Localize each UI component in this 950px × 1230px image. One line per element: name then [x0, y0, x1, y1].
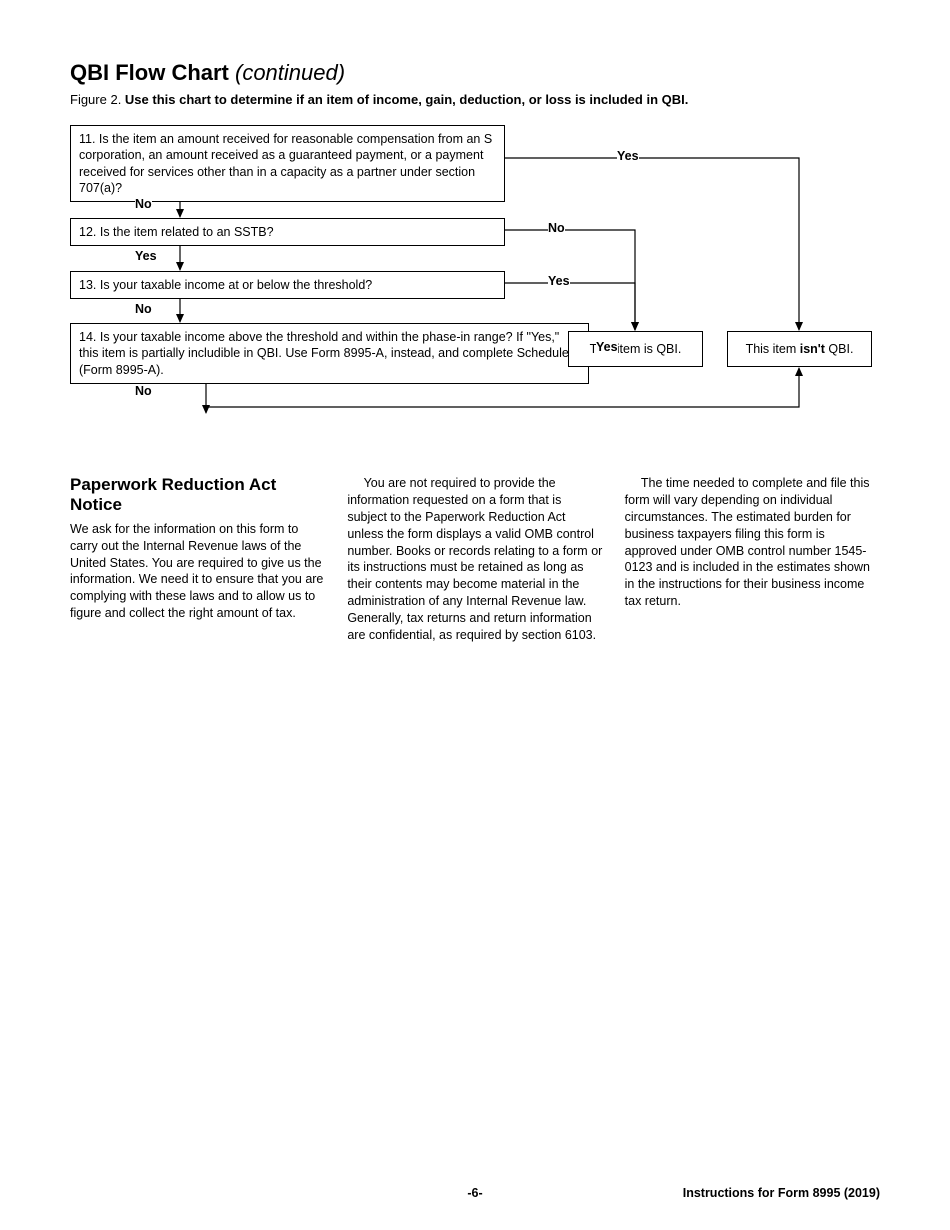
result-not-pre: This item [746, 342, 800, 356]
label-no-12: No [548, 221, 565, 235]
page-title: QBI Flow Chart (continued) [70, 60, 880, 86]
notice-section: Paperwork Reduction Act Notice We ask fo… [70, 475, 880, 644]
flowchart-box-14: 14. Is your taxable income above the thr… [70, 323, 589, 384]
page-number: -6- [467, 1186, 482, 1200]
notice-heading: Paperwork Reduction Act Notice [70, 475, 325, 516]
notice-paragraph-2: You are not required to provide the info… [347, 475, 602, 644]
figure-caption: Figure 2. Use this chart to determine if… [70, 92, 880, 107]
figure-number: Figure 2. [70, 92, 125, 107]
flowchart: 11. Is the item an amount received for r… [70, 125, 880, 445]
flowchart-box-11: 11. Is the item an amount received for r… [70, 125, 505, 202]
label-yes-14: Yes [596, 340, 618, 354]
notice-paragraph-3: The time needed to complete and file thi… [625, 475, 880, 610]
result-not-bold: isn't [800, 342, 825, 356]
label-yes-11: Yes [617, 149, 639, 163]
page-footer: -6- Instructions for Form 8995 (2019) [70, 1186, 880, 1200]
notice-paragraph-1: We ask for the information on this form … [70, 521, 325, 622]
label-yes-12: Yes [135, 249, 157, 263]
flowchart-box-12: 12. Is the item related to an SSTB? [70, 218, 505, 246]
flowchart-box-13: 13. Is your taxable income at or below t… [70, 271, 505, 299]
flowchart-result-qbi: This item is QBI. [568, 331, 703, 367]
label-yes-13: Yes [548, 274, 570, 288]
figure-description: Use this chart to determine if an item o… [125, 92, 688, 107]
flowchart-result-not-qbi: This item isn't QBI. [727, 331, 872, 367]
title-main: QBI Flow Chart [70, 60, 235, 85]
label-no-13: No [135, 302, 152, 316]
footer-right: Instructions for Form 8995 (2019) [683, 1186, 880, 1200]
title-continued: (continued) [235, 60, 345, 85]
result-not-post: QBI. [825, 342, 853, 356]
label-no-14: No [135, 384, 152, 398]
label-no-11: No [135, 197, 152, 211]
